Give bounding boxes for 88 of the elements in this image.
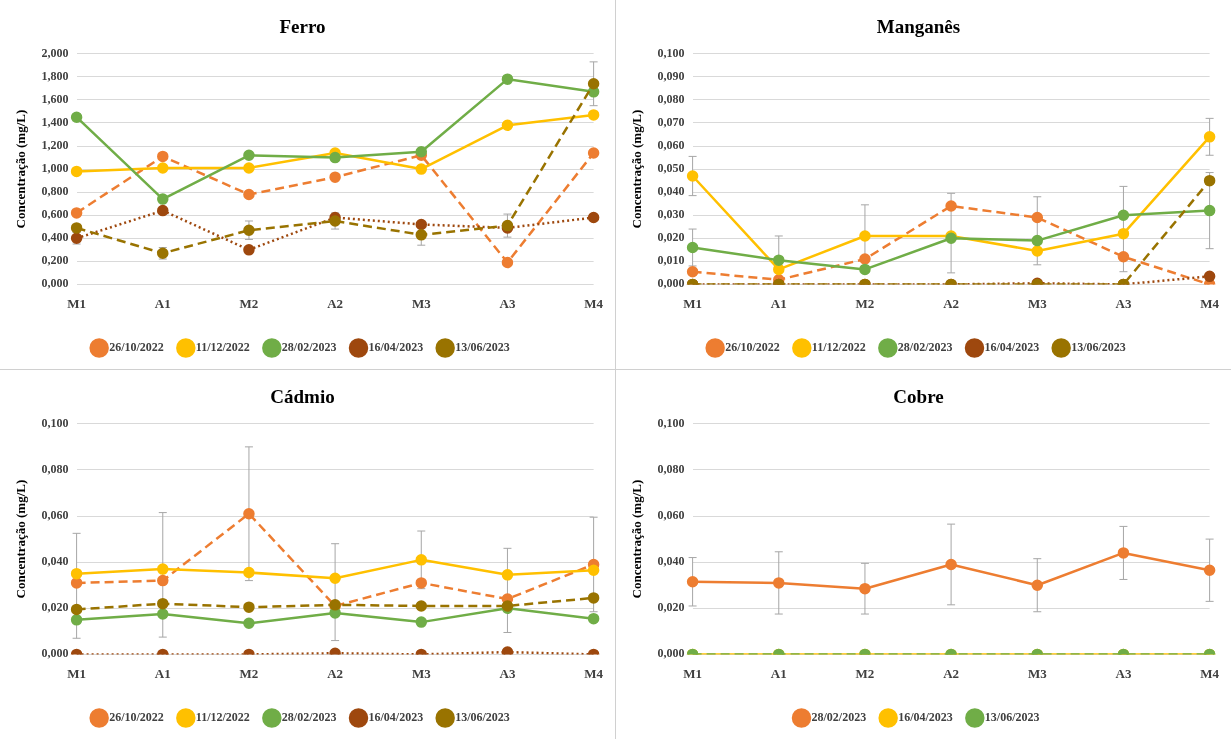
y-tick-label: 0,800 xyxy=(41,184,69,199)
x-tick-label: A3 xyxy=(499,295,516,311)
y-tick-label: 0,080 xyxy=(41,462,69,477)
x-tick-label: A1 xyxy=(154,665,171,681)
x-tick-label: M3 xyxy=(1027,665,1048,681)
y-tick-label: 0,040 xyxy=(657,184,685,199)
x-tick-label: A1 xyxy=(770,665,787,681)
x-tick-label: A1 xyxy=(770,295,787,311)
y-axis-title: Concentração (mg/L) xyxy=(13,109,29,229)
legend-label: 16/04/2023 xyxy=(368,340,424,355)
x-tick-label: M1 xyxy=(67,295,86,311)
y-tick-label: 0,050 xyxy=(657,161,685,176)
y-tick-label: 1,000 xyxy=(41,161,69,176)
y-tick-label: 0,100 xyxy=(657,415,685,430)
legend-label: 13/06/2023 xyxy=(1071,340,1126,355)
y-tick-label: 0,200 xyxy=(41,253,69,268)
legend-label: 28/02/2023 xyxy=(811,710,867,725)
x-tick-label: M3 xyxy=(411,665,432,681)
y-tick-label: 0,090 xyxy=(657,68,685,83)
x-tick-label: A2 xyxy=(943,295,960,311)
legend-label: 26/10/2022 xyxy=(109,340,164,355)
x-tick-label: M1 xyxy=(67,665,86,681)
y-tick-label: 0,040 xyxy=(41,554,69,569)
y-tick-label: 0,000 xyxy=(41,646,69,661)
chart-title: Cobre xyxy=(893,386,944,408)
chart-title: Manganês xyxy=(876,16,961,38)
legend-label: 11/12/2022 xyxy=(195,340,250,355)
legend-label: 13/06/2023 xyxy=(455,710,510,725)
y-tick-label: 0,010 xyxy=(657,253,685,268)
legend-label: 26/10/2022 xyxy=(109,710,164,725)
legend-label: 16/04/2023 xyxy=(984,340,1040,355)
y-tick-label: 0,100 xyxy=(657,45,685,60)
y-tick-label: 0,020 xyxy=(657,230,685,245)
y-tick-label: 0,400 xyxy=(41,230,69,245)
legend-label: 13/06/2023 xyxy=(455,340,510,355)
x-tick-label: M1 xyxy=(683,295,702,311)
x-tick-label: M2 xyxy=(239,295,259,311)
y-tick-label: 0,060 xyxy=(657,138,685,153)
chart-title: Cádmio xyxy=(270,386,335,408)
y-tick-label: 0,020 xyxy=(41,600,69,615)
y-tick-label: 2,000 xyxy=(41,45,69,60)
x-tick-label: M2 xyxy=(855,665,875,681)
y-tick-label: 1,600 xyxy=(41,92,69,107)
y-tick-label: 1,800 xyxy=(41,68,69,83)
y-tick-label: 1,200 xyxy=(41,138,69,153)
x-tick-label: M3 xyxy=(411,295,432,311)
y-tick-label: 0,080 xyxy=(657,462,685,477)
legend-label: 13/06/2023 xyxy=(984,710,1040,725)
legend-label: 11/12/2022 xyxy=(811,340,866,355)
x-tick-label: M4 xyxy=(1200,295,1220,311)
y-tick-label: 0,000 xyxy=(657,276,685,291)
x-tick-label: M2 xyxy=(239,665,259,681)
y-tick-label: 0,020 xyxy=(657,600,685,615)
x-tick-label: M3 xyxy=(1027,295,1048,311)
x-tick-label: A3 xyxy=(1115,295,1132,311)
y-axis-title: Concentração (mg/L) xyxy=(629,479,645,599)
x-tick-label: M4 xyxy=(1200,665,1220,681)
legend-label: 28/02/2023 xyxy=(281,710,337,725)
legend-label: 16/04/2023 xyxy=(368,710,424,725)
x-tick-label: A3 xyxy=(499,665,516,681)
x-tick-label: M4 xyxy=(584,295,604,311)
y-tick-label: 1,400 xyxy=(41,115,69,130)
x-tick-label: A2 xyxy=(943,665,960,681)
y-tick-label: 0,040 xyxy=(657,554,685,569)
x-tick-label: A2 xyxy=(327,295,344,311)
y-tick-label: 0,060 xyxy=(41,508,69,523)
legend-label: 28/02/2023 xyxy=(897,340,953,355)
x-tick-label: A3 xyxy=(1115,665,1132,681)
y-tick-label: 0,000 xyxy=(41,276,69,291)
legend-label: 26/10/2022 xyxy=(725,340,780,355)
x-tick-label: M1 xyxy=(683,665,702,681)
x-tick-label: A2 xyxy=(327,665,344,681)
y-tick-label: 0,060 xyxy=(657,508,685,523)
x-tick-label: M2 xyxy=(855,295,875,311)
legend-label: 11/12/2022 xyxy=(195,710,250,725)
y-axis-title: Concentração (mg/L) xyxy=(629,109,645,229)
y-tick-label: 0,000 xyxy=(657,646,685,661)
chart-title: Ferro xyxy=(279,16,326,38)
y-tick-label: 0,080 xyxy=(657,92,685,107)
legend-label: 28/02/2023 xyxy=(281,340,337,355)
y-tick-label: 0,070 xyxy=(657,115,685,130)
y-tick-label: 0,100 xyxy=(41,415,69,430)
x-tick-label: A1 xyxy=(154,295,171,311)
y-tick-label: 0,600 xyxy=(41,207,69,222)
y-axis-title: Concentração (mg/L) xyxy=(13,479,29,599)
legend-label: 16/04/2023 xyxy=(898,710,953,725)
x-tick-label: M4 xyxy=(584,665,604,681)
y-tick-label: 0,030 xyxy=(657,207,685,222)
